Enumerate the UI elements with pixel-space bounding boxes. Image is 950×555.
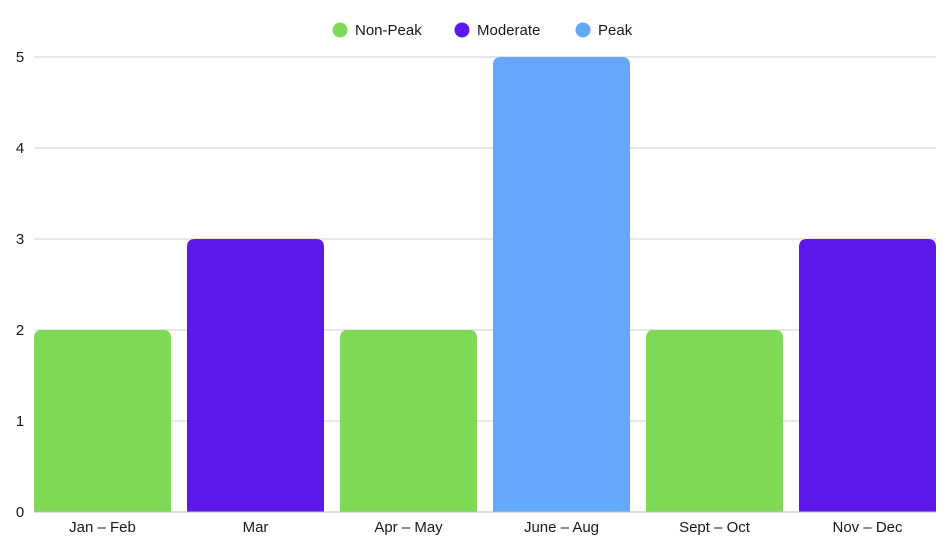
x-tick-label: Jan – Feb	[69, 519, 136, 536]
legend-swatch	[575, 22, 591, 38]
gridlines	[34, 56, 936, 422]
legend-label: Moderate	[477, 22, 540, 39]
y-tick-label: 3	[16, 231, 24, 248]
legend-item-non-peak[interactable]: Non-Peak	[332, 22, 423, 39]
x-tick-label: Nov – Dec	[832, 519, 903, 536]
legend: Non-Peak Moderate Peak	[332, 22, 633, 39]
x-tick-label: Mar	[243, 519, 269, 536]
legend-swatch	[332, 22, 348, 38]
bar-2	[187, 239, 324, 512]
bar-6	[799, 239, 936, 512]
x-tick-label: June – Aug	[524, 519, 599, 536]
bar-3	[340, 330, 477, 512]
legend-swatch	[454, 22, 470, 38]
y-tick-label: 4	[16, 140, 24, 157]
legend-label: Non-Peak	[355, 22, 422, 39]
y-axis-ticks: 0 1 2 3 4 5	[16, 49, 24, 521]
legend-item-moderate[interactable]: Moderate	[454, 22, 541, 39]
x-axis-ticks: Jan – Feb Mar Apr – May June – Aug Sept – Oc…	[69, 519, 903, 536]
legend-label: Peak	[598, 22, 633, 39]
bar-1	[34, 330, 171, 512]
legend-item-peak[interactable]: Peak	[575, 22, 633, 39]
y-tick-label: 2	[16, 322, 24, 339]
bar-4	[493, 57, 630, 512]
bars	[34, 57, 936, 512]
y-tick-label: 1	[16, 413, 24, 430]
x-tick-label: Sept – Oct	[679, 519, 751, 536]
y-tick-label: 5	[16, 49, 24, 66]
x-tick-label: Apr – May	[374, 519, 443, 536]
y-tick-label: 0	[16, 504, 24, 521]
bar-5	[646, 330, 783, 512]
